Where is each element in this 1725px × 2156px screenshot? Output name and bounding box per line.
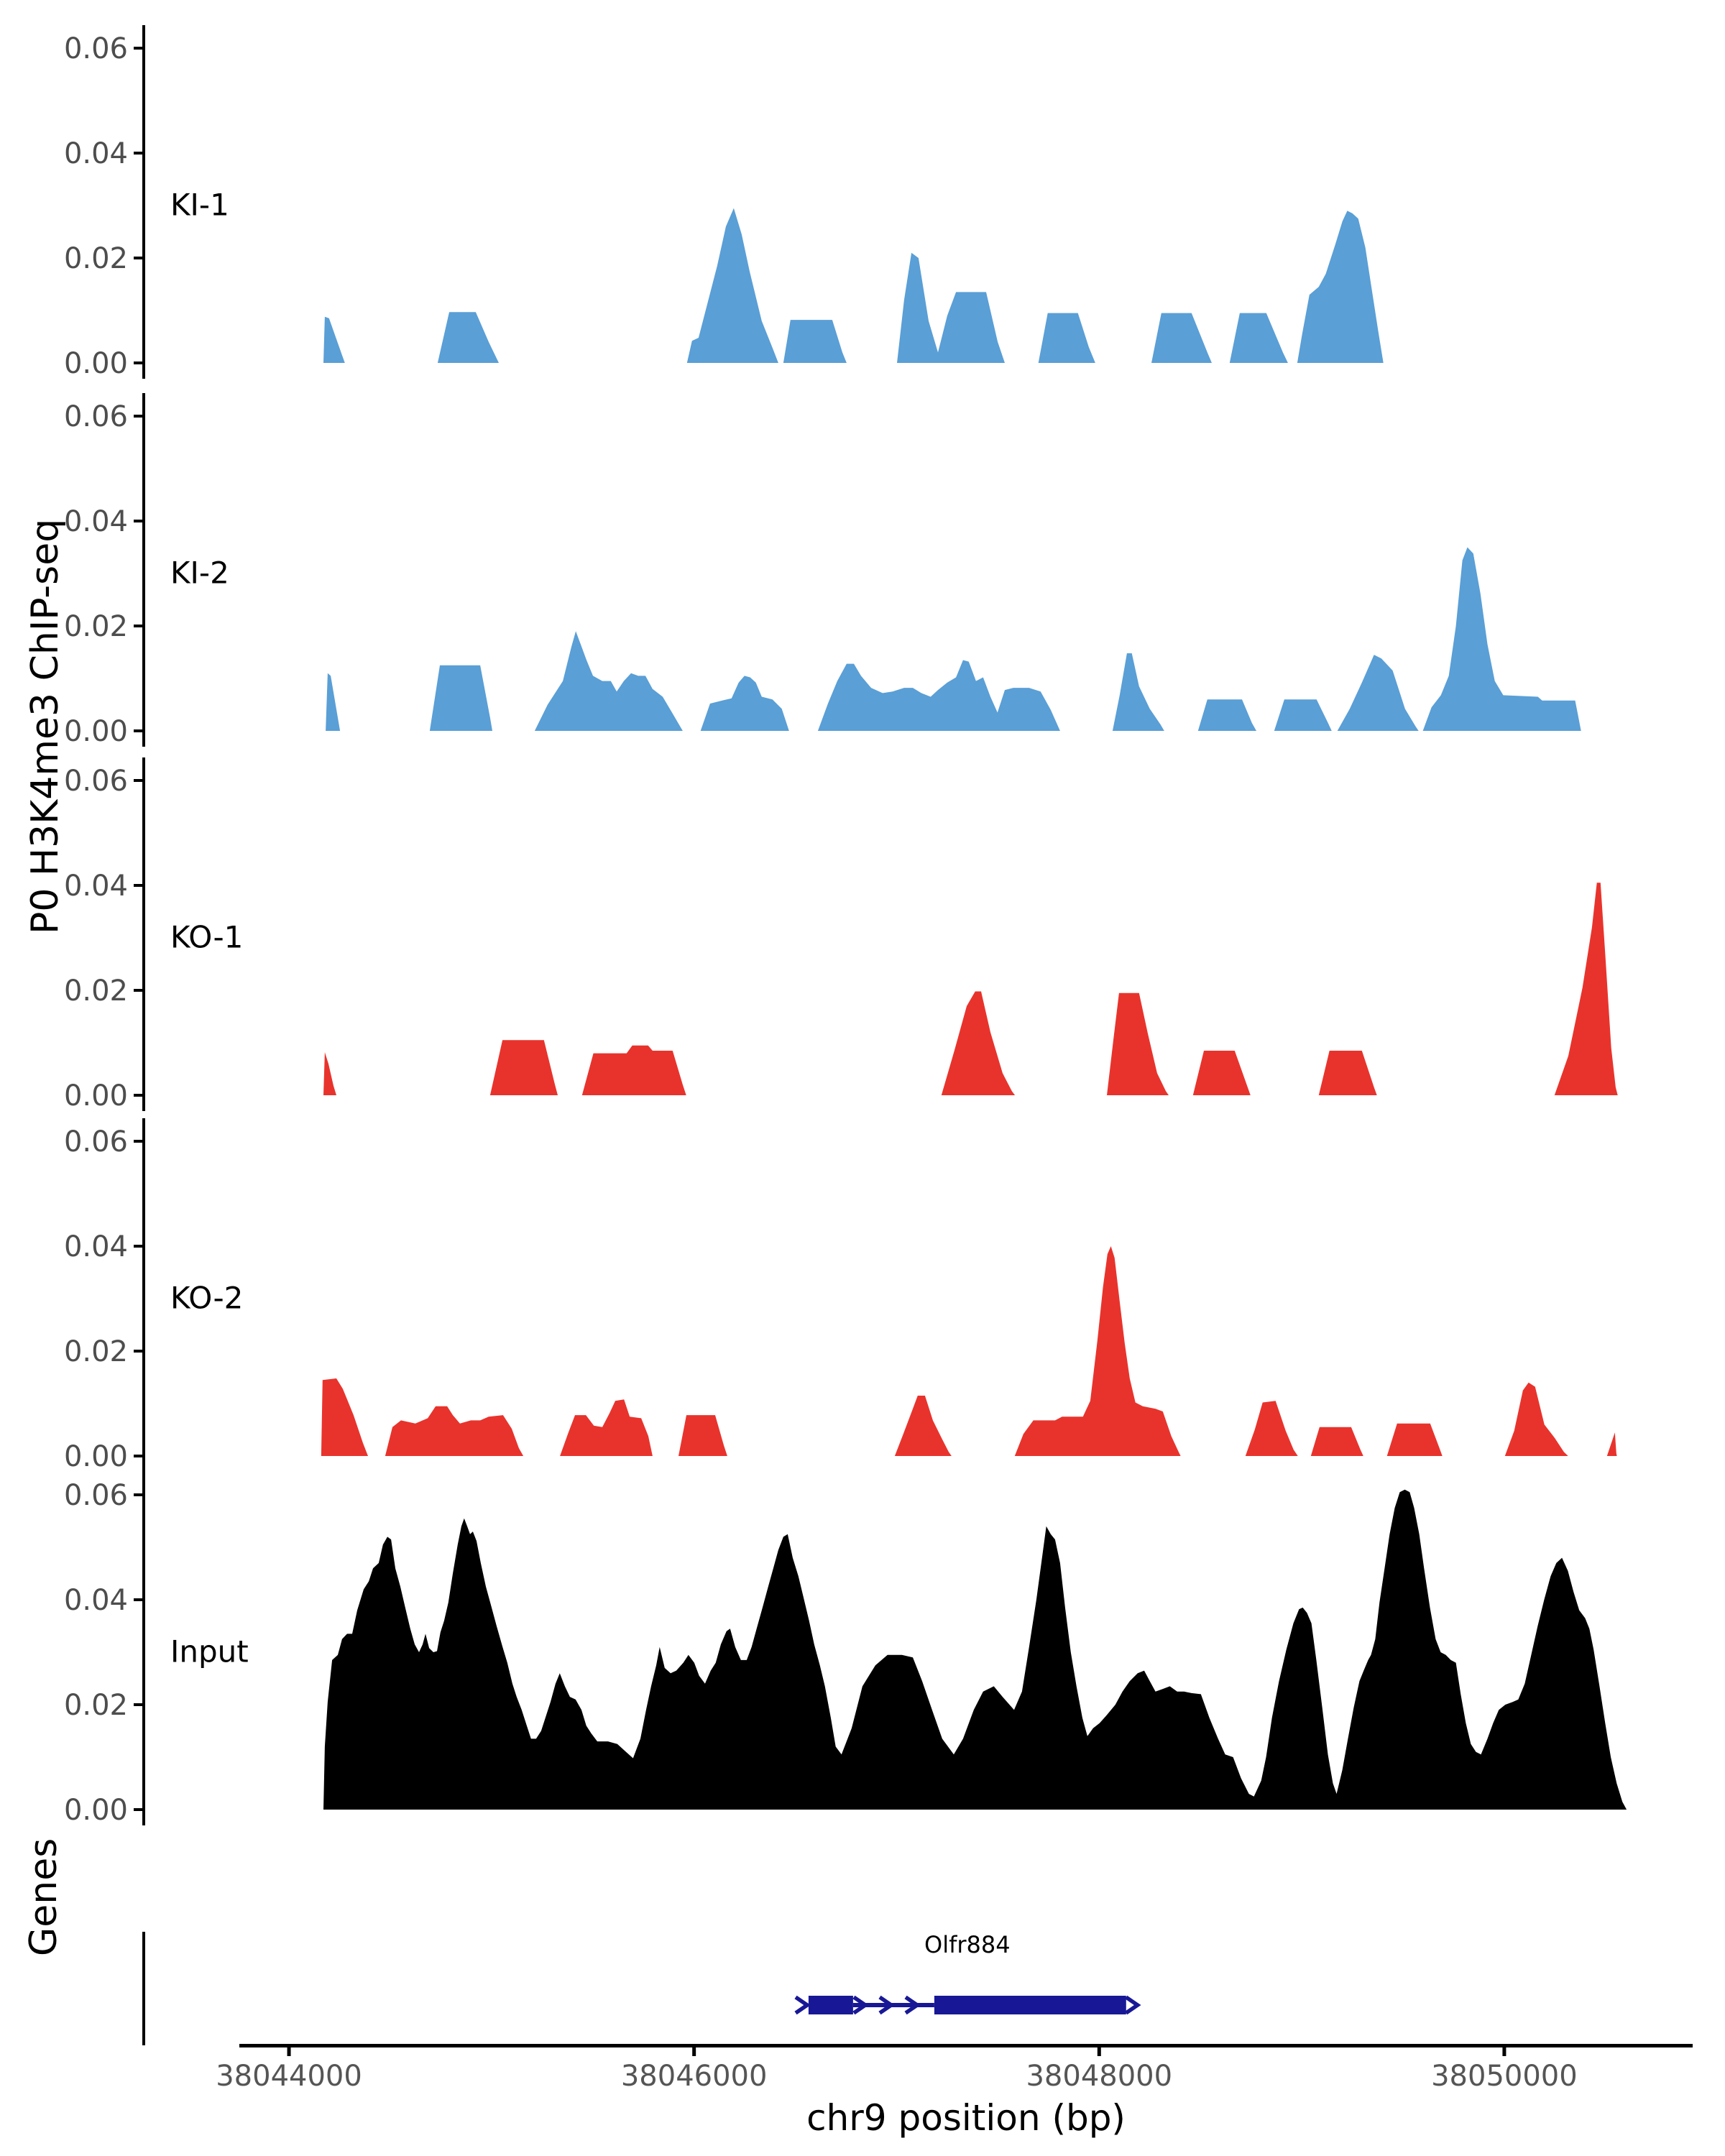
x-tick [287, 2047, 291, 2056]
y-axis-line-ko-1 [142, 757, 145, 1111]
y-axis-line-ko-2 [142, 1118, 145, 1472]
y-tick-ki-2 [134, 625, 144, 627]
y-tick-label: 0.00 [64, 1794, 128, 1827]
y-tick-ko-2 [134, 1140, 144, 1143]
track-area-ki-2 [326, 547, 1581, 731]
gene-strand-arrow-icon [852, 1995, 869, 2015]
y-tick-ki-2 [134, 520, 144, 522]
y-tick-label: 0.06 [64, 32, 128, 65]
genes-axis-line [142, 1932, 145, 2045]
y-tick-label: 0.06 [64, 400, 128, 433]
x-tick-label: 38048000 [1026, 2060, 1172, 2093]
y-tick-label: 0.02 [64, 610, 128, 643]
y-tick-ki-1 [134, 152, 144, 155]
gene-name-label: Olfr884 [924, 1931, 1011, 1958]
y-tick-label: 0.04 [64, 870, 128, 903]
y-tick-ki-2 [134, 729, 144, 732]
y-tick-label: 0.04 [64, 505, 128, 538]
y-tick-input [134, 1808, 144, 1811]
y-tick-label: 0.06 [64, 765, 128, 798]
y-tick-ko-1 [134, 1094, 144, 1097]
gene-strand-arrow-icon [794, 1995, 811, 2015]
y-axis-line-input [142, 1472, 145, 1825]
track-area-ko-1 [323, 883, 1618, 1095]
y-tick-input [134, 1703, 144, 1706]
x-tick [1097, 2047, 1101, 2056]
y-tick-label: 0.06 [64, 1125, 128, 1158]
y-tick-ko-2 [134, 1455, 144, 1457]
y-tick-label: 0.04 [64, 1584, 128, 1617]
y-tick-ko-2 [134, 1350, 144, 1353]
track-label-input: Input [170, 1634, 249, 1669]
track-area-ki-1 [323, 208, 1384, 363]
x-tick-label: 38050000 [1431, 2060, 1578, 2093]
gene-strand-arrow-icon [904, 1995, 921, 2015]
track-ko-1: 0.06 0.04 0.02 0.00 [64, 757, 1618, 1112]
x-axis-title: chr9 position (bp) [806, 2097, 1126, 2139]
track-input: 0.06 0.04 0.02 0.00 [64, 1472, 1627, 1827]
y-tick-input [134, 1493, 144, 1496]
y-tick-ki-1 [134, 257, 144, 259]
y-tick-ki-2 [134, 415, 144, 418]
y-tick-label: 0.02 [64, 1689, 128, 1722]
y-tick-label: 0.00 [64, 347, 128, 380]
x-tick-label: 38046000 [621, 2060, 768, 2093]
y-tick-ko-1 [134, 989, 144, 992]
gene-strand-arrow-icon [1125, 1995, 1141, 2015]
y-tick-ki-1 [134, 361, 144, 364]
track-label-ko-1: KO-1 [170, 919, 244, 955]
x-axis: 38044000 38046000 38048000 38050000 [216, 2044, 1693, 2093]
gene-strand-arrow-icon [878, 1995, 895, 2015]
y-tick-input [134, 1598, 144, 1601]
track-area-ko-2 [321, 1246, 1617, 1456]
x-tick-label: 38044000 [216, 2060, 362, 2093]
gene-exon-1 [808, 1996, 853, 2014]
track-label-ko-2: KO-2 [170, 1280, 244, 1316]
y-tick-label: 0.06 [64, 1479, 128, 1512]
y-tick-label: 0.04 [64, 137, 128, 170]
y-axis-line-ki-2 [142, 393, 145, 747]
y-tick-ko-1 [134, 884, 144, 887]
y-tick-ki-1 [134, 47, 144, 50]
y-tick-label: 0.00 [64, 715, 128, 748]
y-tick-label: 0.00 [64, 1440, 128, 1473]
x-tick [692, 2047, 696, 2056]
gene-exon-2 [934, 1996, 1126, 2014]
y-tick-ko-2 [134, 1245, 144, 1248]
track-ko-2: 0.06 0.04 0.02 0.00 [64, 1118, 1617, 1473]
y-tick-label: 0.02 [64, 975, 128, 1008]
y-tick-label: 0.02 [64, 1335, 128, 1368]
x-tick [1502, 2047, 1506, 2056]
y-axis-line-ki-1 [142, 25, 145, 379]
track-ki-2: 0.06 0.04 0.02 0.00 [64, 393, 1581, 748]
track-ki-1: 0.06 0.04 0.02 0.00 [64, 25, 1384, 380]
track-area-input [323, 1489, 1627, 1810]
y-tick-label: 0.00 [64, 1079, 128, 1112]
genes-track [142, 1932, 1141, 2045]
track-label-ki-2: KI-2 [170, 555, 229, 591]
track-label-ki-1: KI-1 [170, 187, 229, 223]
y-tick-label: 0.04 [64, 1230, 128, 1263]
y-tick-label: 0.02 [64, 242, 128, 275]
x-axis-line [239, 2044, 1693, 2047]
y-tick-ko-1 [134, 779, 144, 782]
